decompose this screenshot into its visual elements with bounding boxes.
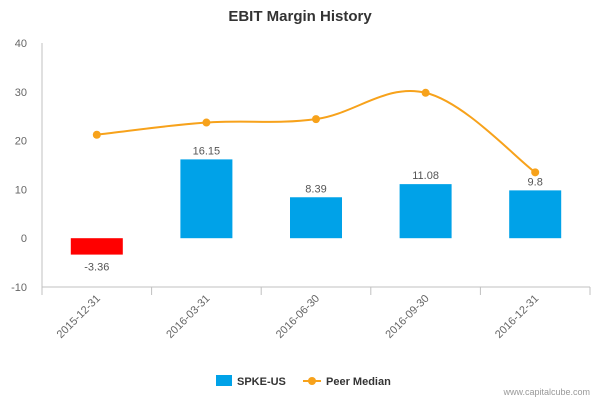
bar xyxy=(399,184,452,239)
credit-text: www.capitalcube.com xyxy=(502,387,590,397)
peer-median-marker xyxy=(312,115,320,124)
x-tick-label: 2016-12-31 xyxy=(493,293,541,341)
plot-area: -10 0 10 20 30 40 2015-12-31 2016-03-31 2016-06-… xyxy=(11,38,591,341)
peer-median-marker xyxy=(421,88,430,97)
peer-median-line xyxy=(96,90,536,174)
peer-median-marker xyxy=(202,118,211,127)
y-tick-label: 40 xyxy=(15,38,27,50)
bar xyxy=(70,238,123,255)
bar-value-label: 16.15 xyxy=(193,145,221,157)
y-tick-label: 20 xyxy=(15,136,27,148)
bar xyxy=(290,197,342,239)
bar xyxy=(180,159,233,239)
y-tick-label: 10 xyxy=(15,184,27,196)
x-tick-label: 2016-06-30 xyxy=(274,293,322,341)
x-tick-label: 2015-12-31 xyxy=(55,293,103,341)
legend-label-peer-median: Peer Median xyxy=(326,376,391,388)
bar-value-label: 9.8 xyxy=(528,176,543,188)
bar-value-label: 8.39 xyxy=(305,183,326,195)
bar xyxy=(509,190,562,239)
legend-swatch-spke xyxy=(216,375,232,386)
bar-value-label: -3.36 xyxy=(84,262,109,274)
legend-item-peer-median[interactable]: Peer Median xyxy=(303,376,391,388)
chart-title: EBIT Margin History xyxy=(228,8,372,25)
x-tick-label: 2016-09-30 xyxy=(383,293,431,341)
y-tick-label: 0 xyxy=(21,233,27,245)
peer-median-marker xyxy=(92,130,101,139)
legend-label-spke: SPKE-US xyxy=(237,376,286,388)
y-tick-label: 30 xyxy=(15,87,27,99)
legend: SPKE-US Peer Median xyxy=(216,375,391,388)
legend-swatch-peer-median-marker xyxy=(308,377,316,385)
legend-item-spke[interactable]: SPKE-US xyxy=(216,375,286,388)
bar-value-label: 11.08 xyxy=(412,170,439,182)
peer-median-marker xyxy=(531,168,540,177)
x-tick-label: 2016-03-31 xyxy=(164,293,212,341)
y-tick-label: -10 xyxy=(11,282,27,294)
